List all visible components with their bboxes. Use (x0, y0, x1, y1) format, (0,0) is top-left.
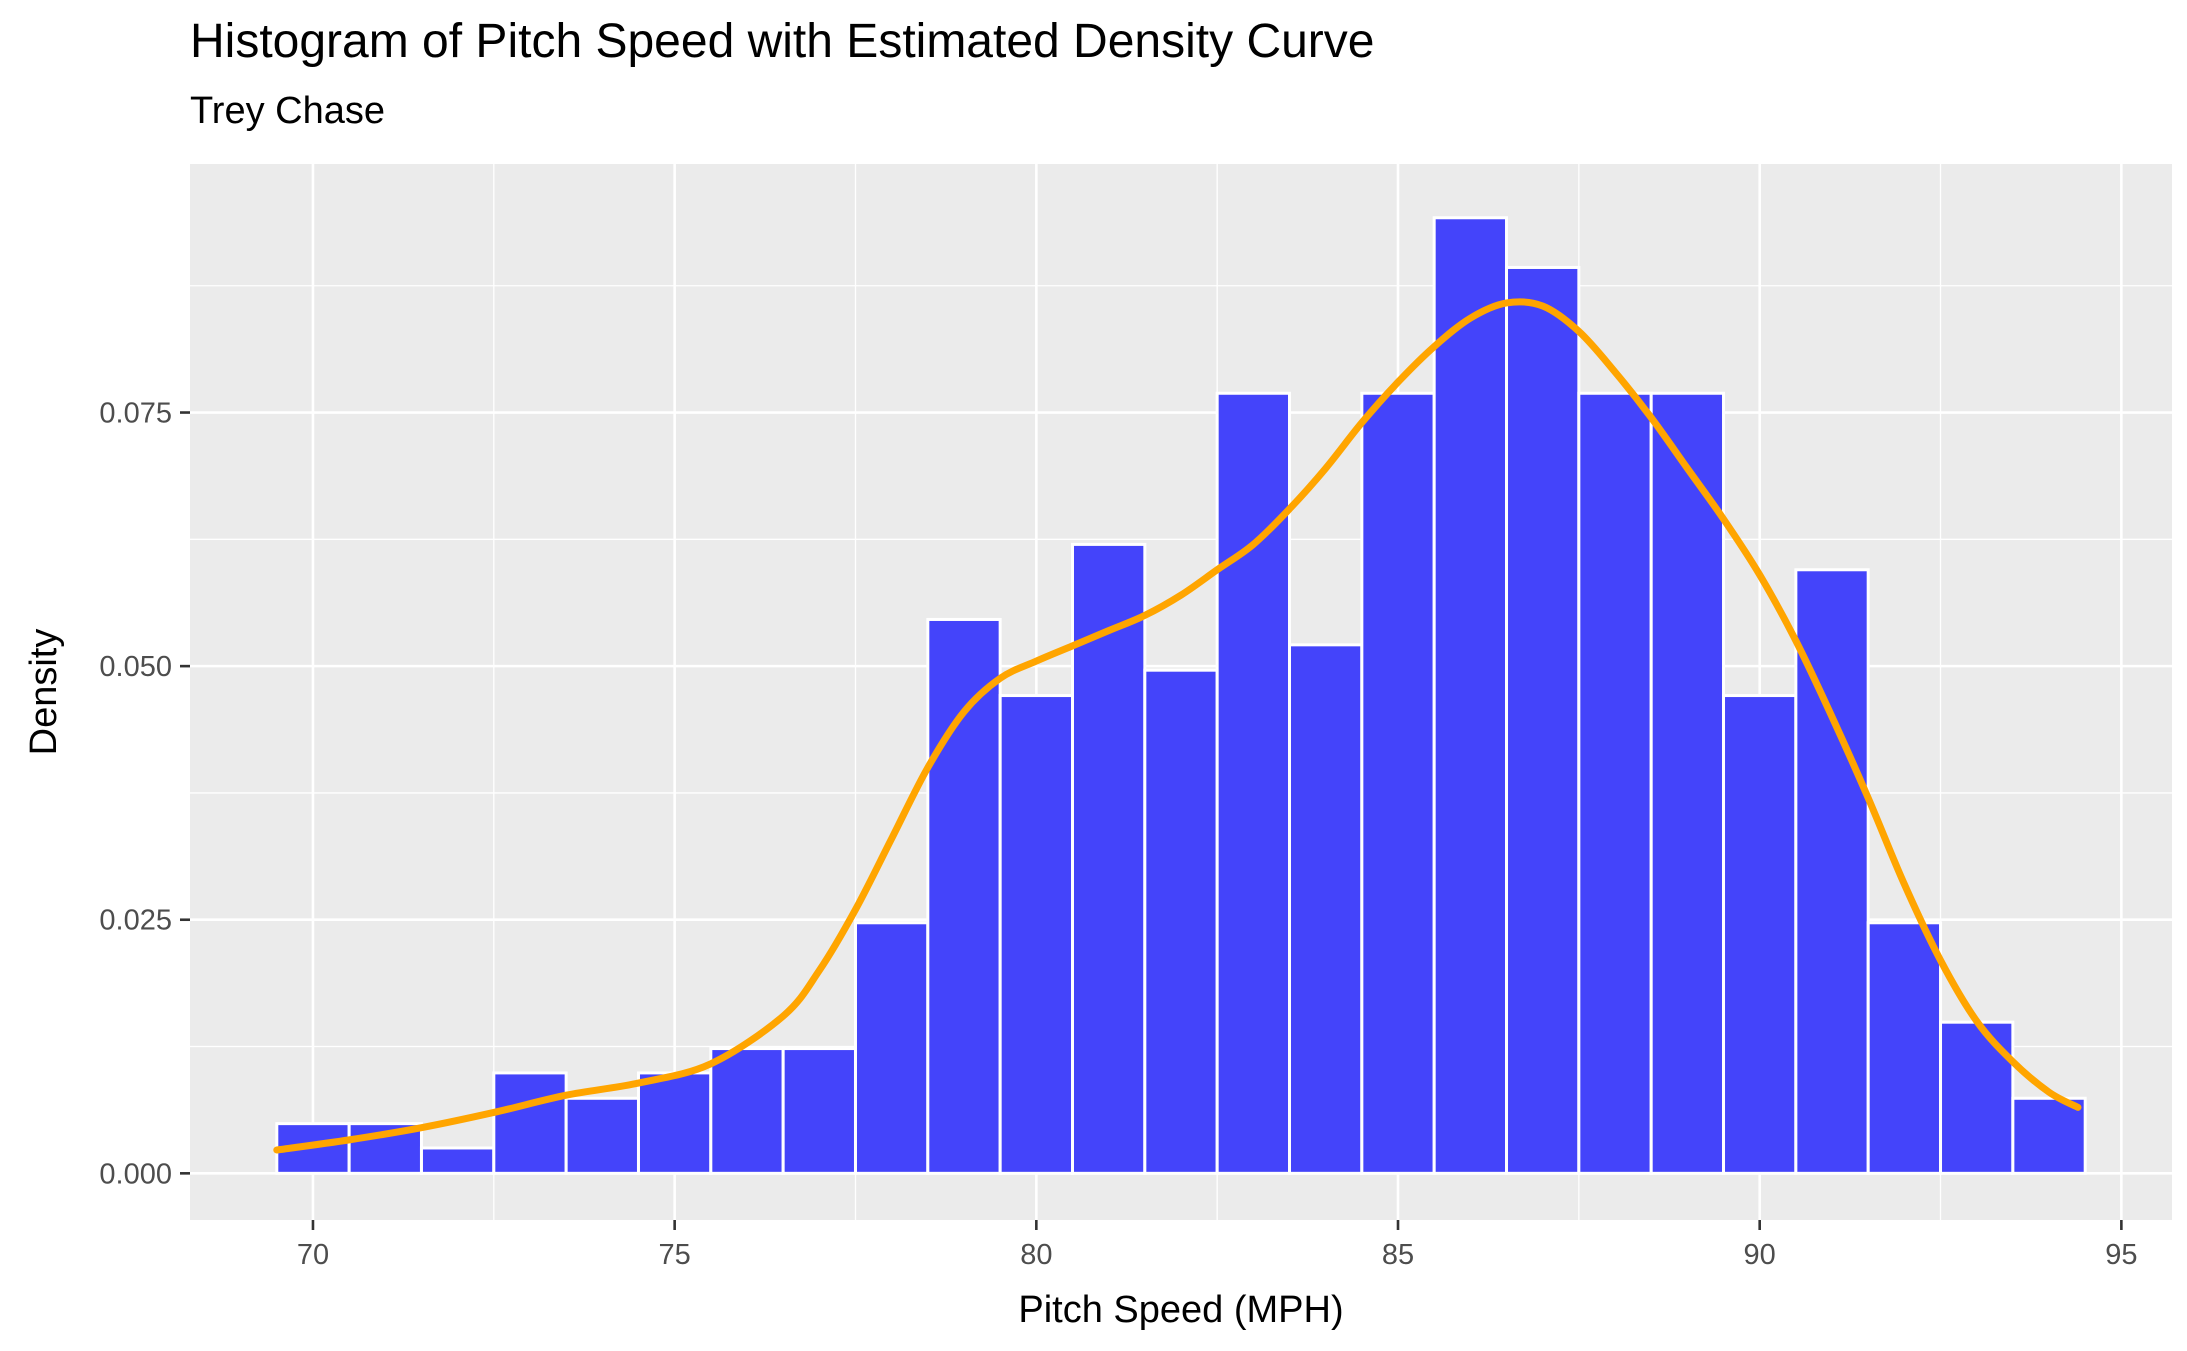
histogram-bar (1360, 391, 1436, 1175)
x-axis-title: Pitch Speed (MPH) (1018, 1289, 1343, 1331)
histogram-bar (1288, 643, 1364, 1175)
x-tick-label: 90 (1744, 1239, 1776, 1271)
histogram-bar (492, 1071, 568, 1175)
histogram-bar (1722, 694, 1798, 1175)
histogram-bar (1939, 1020, 2015, 1175)
y-axis: 0.000 0.025 0.050 0.075 (99, 398, 190, 1190)
histogram-bar (564, 1096, 640, 1175)
histogram-bar (419, 1146, 496, 1175)
histogram-bar (2011, 1096, 2087, 1175)
x-tick-label: 95 (2105, 1239, 2137, 1271)
histogram-bar (709, 1047, 785, 1175)
y-tick-label: 0.050 (99, 651, 172, 683)
y-tick-label: 0.000 (99, 1158, 172, 1190)
y-axis-title: Density (23, 629, 65, 756)
histogram-bar (1143, 668, 1219, 1175)
x-tick-label: 85 (1382, 1239, 1414, 1271)
chart-subtitle: Trey Chase (190, 90, 385, 132)
density-curve-group (273, 298, 2082, 1154)
y-tick-label: 0.025 (99, 905, 172, 937)
x-tick-label: 80 (1020, 1239, 1052, 1271)
histogram-bar (998, 694, 1074, 1175)
histogram-bar (781, 1047, 857, 1175)
histogram-bar (1505, 265, 1581, 1175)
histogram-bar (1649, 391, 1726, 1175)
histogram-bar (636, 1071, 713, 1175)
histogram-bar (1866, 921, 1943, 1175)
x-tick-label: 70 (297, 1239, 329, 1271)
x-axis: 70 75 80 85 90 95 (297, 1220, 2137, 1271)
histogram-bar (853, 921, 930, 1175)
histogram-bar (926, 617, 1002, 1175)
chart-title: Histogram of Pitch Speed with Estimated … (190, 15, 1375, 68)
histogram-bar (1215, 391, 1292, 1175)
density-curve (273, 298, 2082, 1154)
x-tick-label: 75 (659, 1239, 691, 1271)
histogram-bar (1432, 216, 1509, 1175)
y-tick-label: 0.075 (99, 398, 172, 430)
histogram-bar (1577, 391, 1653, 1175)
